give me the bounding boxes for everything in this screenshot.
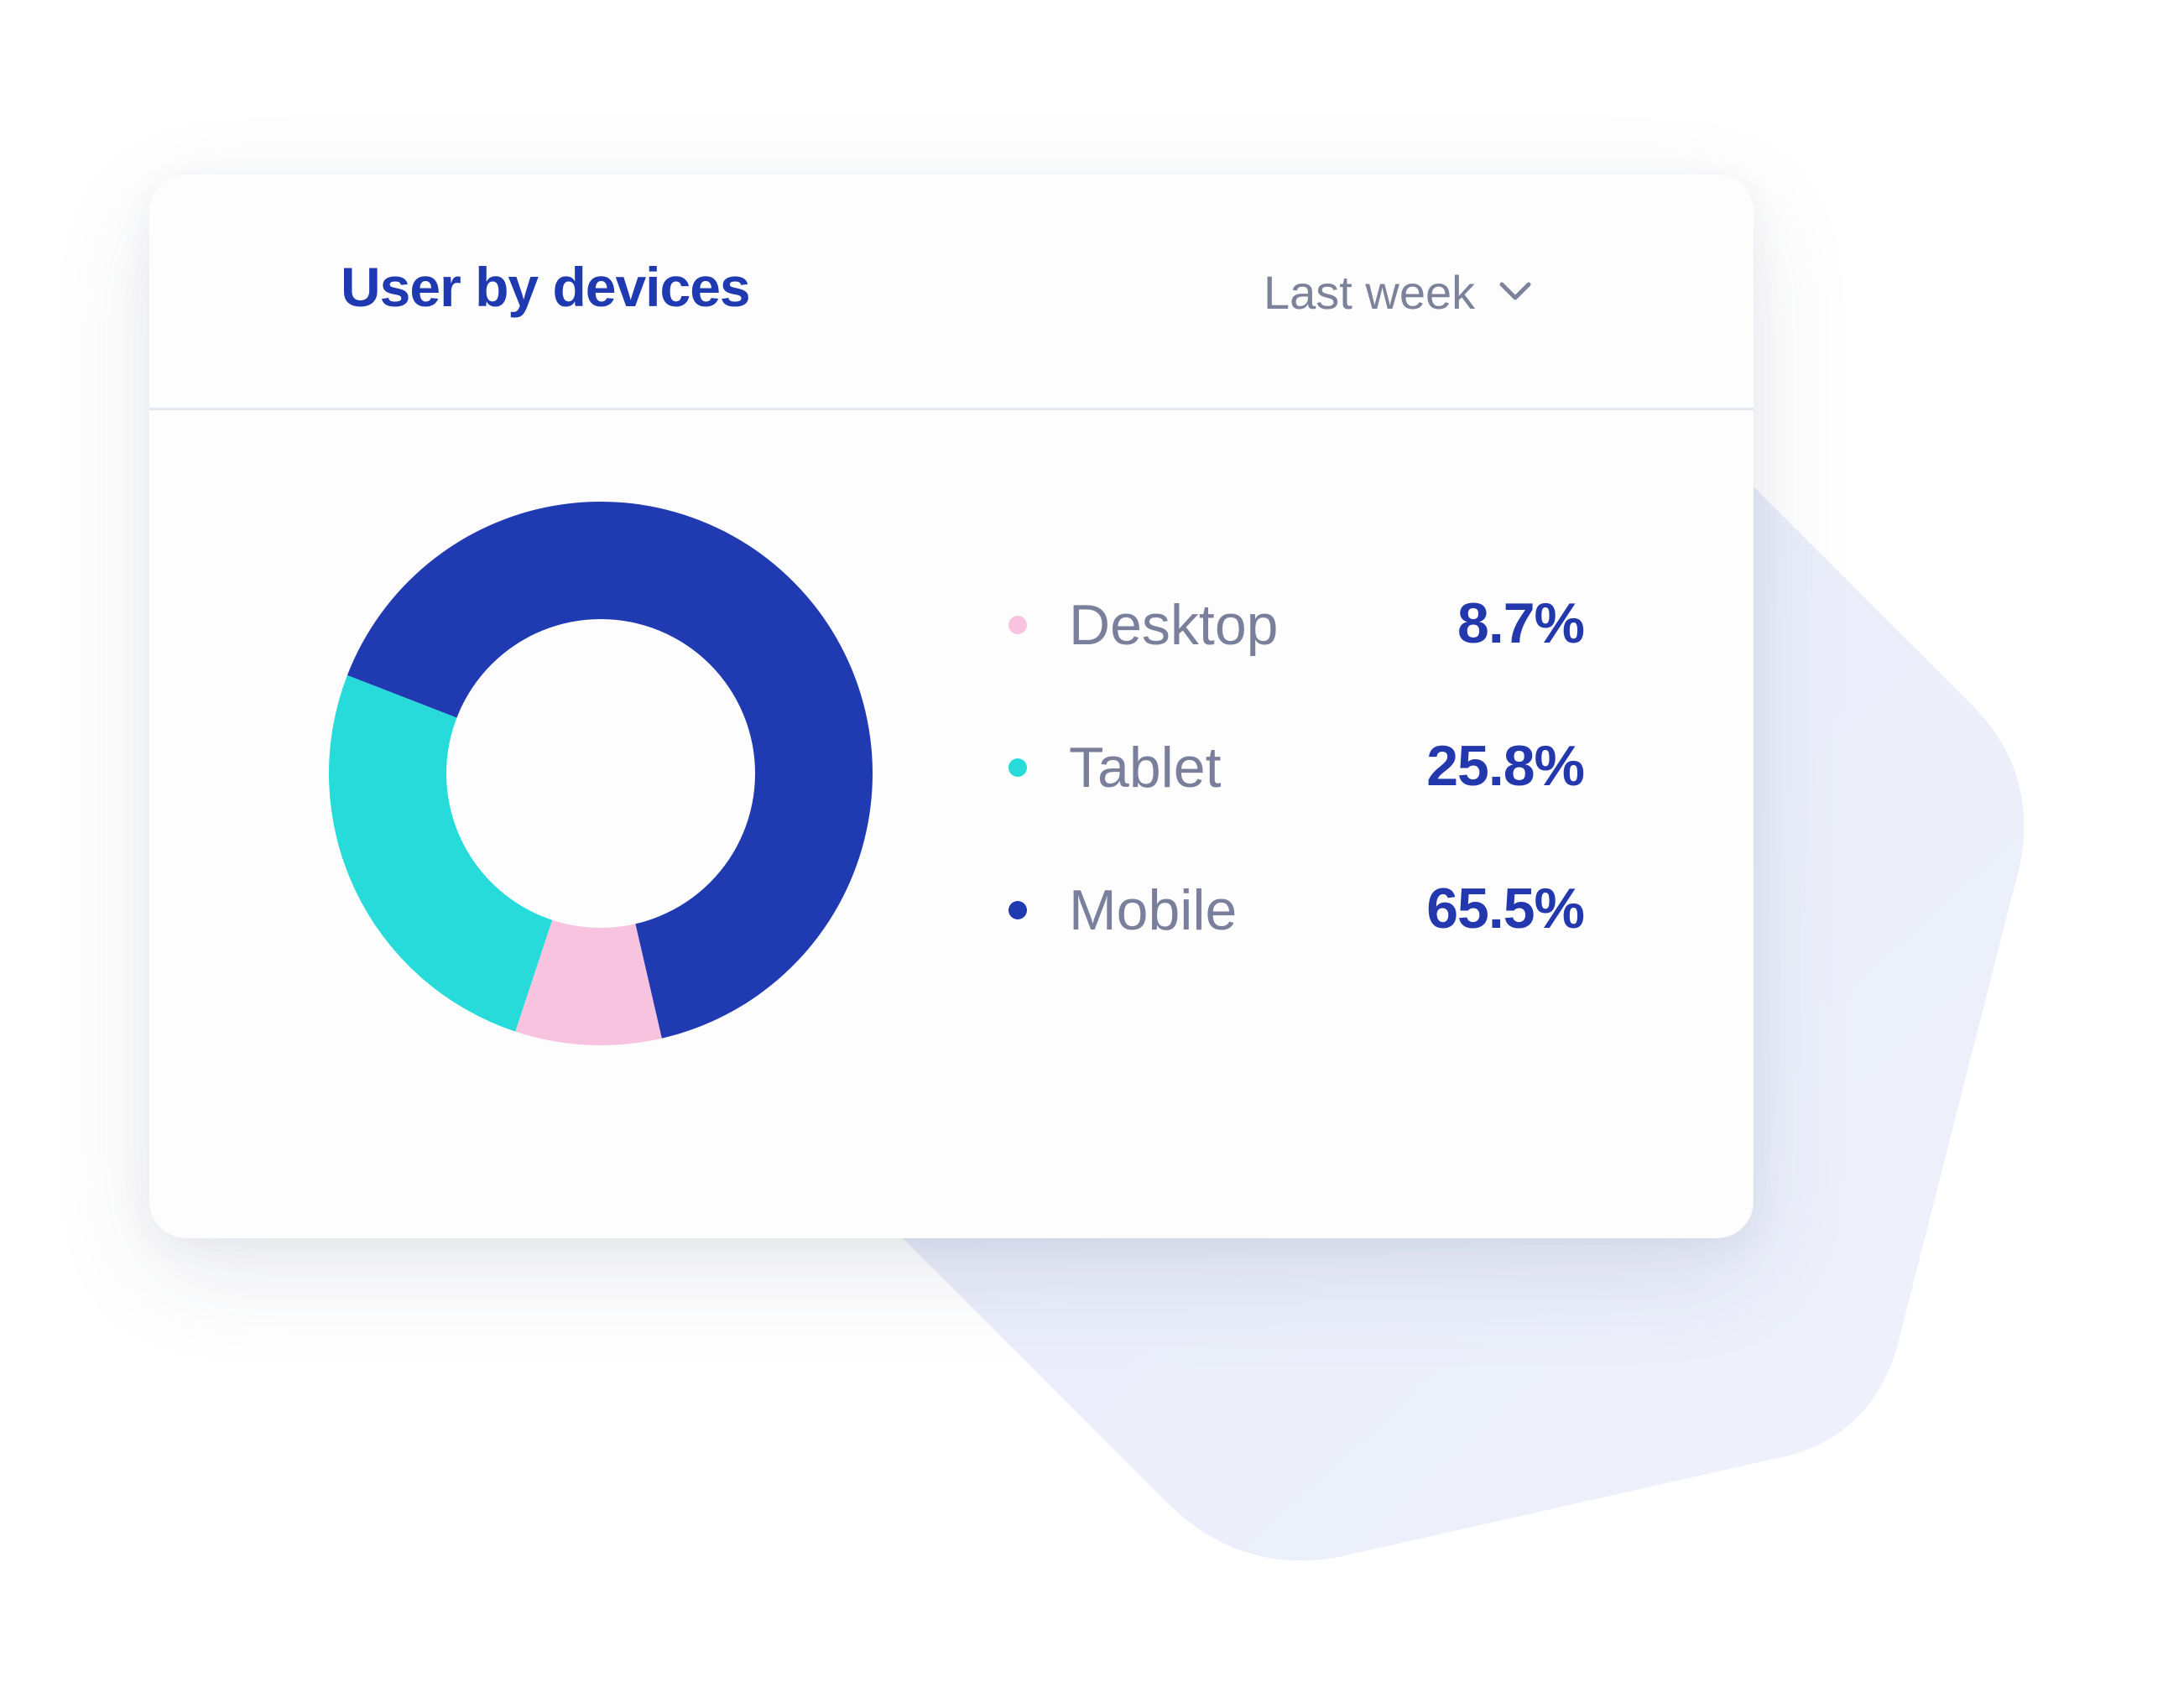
legend-value-tablet: 25.8% (1426, 734, 1585, 798)
legend-dot-desktop (1008, 616, 1027, 634)
period-dropdown-label: Last week (1264, 265, 1476, 319)
legend-item-desktop: Desktop 8.7% (1005, 577, 1585, 669)
devices-card: User by devices Last week Desktop 8.7% T… (149, 174, 1754, 1238)
period-dropdown[interactable]: Last week (1264, 260, 1534, 324)
background-shape (839, 470, 2025, 1561)
legend-dot-mobile (1008, 901, 1027, 919)
legend-item-tablet: Tablet 25.8% (1005, 720, 1585, 812)
legend-value-mobile: 65.5% (1426, 877, 1585, 940)
donut-hole (446, 619, 755, 928)
legend-dot-tablet (1008, 758, 1027, 777)
legend-value-desktop: 8.7% (1457, 591, 1585, 655)
legend-item-mobile: Mobile 65.5% (1005, 862, 1585, 955)
card-title: User by devices (341, 256, 751, 318)
card-header: User by devices Last week (149, 174, 1754, 410)
donut-chart (329, 502, 873, 1046)
chevron-down-icon (1499, 282, 1531, 300)
legend-label-desktop: Desktop (1069, 593, 1279, 657)
legend-label-mobile: Mobile (1069, 878, 1238, 942)
legend-label-tablet: Tablet (1069, 736, 1222, 799)
